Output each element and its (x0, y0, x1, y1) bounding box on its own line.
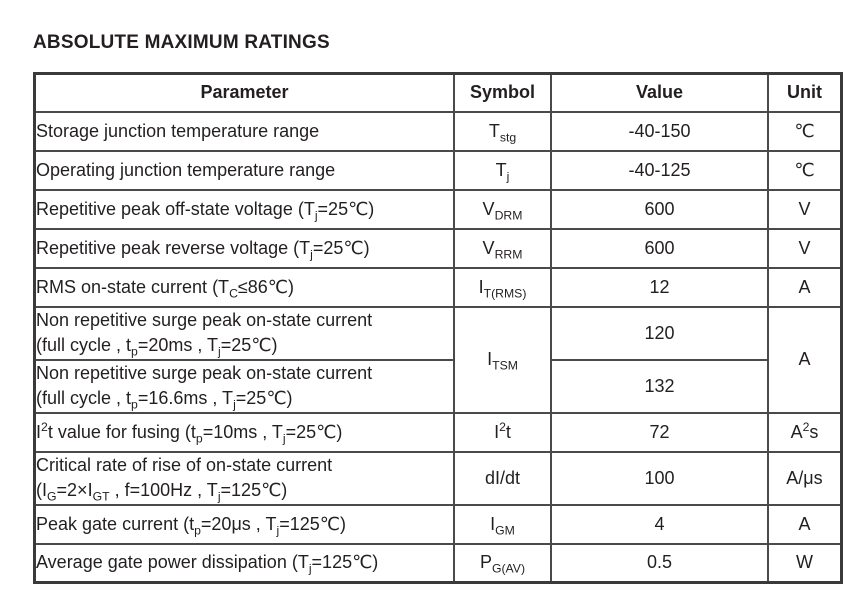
parameter-cell: Operating junction temperature range (33, 149, 455, 191)
symbol-cell: I2t (453, 411, 552, 453)
unit-cell: W (767, 542, 843, 584)
header-value: Value (550, 72, 769, 113)
header-unit: Unit (767, 72, 843, 113)
parameter-cell: Repetitive peak off-state voltage (Tj=25… (33, 188, 455, 230)
table-row: Operating junction temperature range Tj … (33, 149, 843, 191)
value-cell: 120 (550, 305, 769, 361)
unit-cell: A (767, 305, 843, 414)
table-row: Critical rate of rise of on-state curren… (33, 450, 843, 506)
unit-cell: ℃ (767, 149, 843, 191)
unit-cell: A2s (767, 411, 843, 453)
table-row: I2t value for fusing (tp=10ms , Tj=25℃) … (33, 411, 843, 453)
page-title: ABSOLUTE MAXIMUM RATINGS (33, 32, 330, 53)
value-cell: 600 (550, 227, 769, 269)
symbol-cell: IT(RMS) (453, 266, 552, 308)
symbol-cell: ITSM (453, 305, 552, 414)
parameter-cell: Non repetitive surge peak on-state curre… (33, 358, 455, 414)
table-row: RMS on-state current (TC≤86℃) IT(RMS) 12… (33, 266, 843, 308)
value-cell: 4 (550, 503, 769, 545)
value-cell: -40-125 (550, 149, 769, 191)
parameter-cell: Average gate power dissipation (Tj=125℃) (33, 542, 455, 584)
table-row: Average gate power dissipation (Tj=125℃)… (33, 542, 843, 584)
value-cell: 132 (550, 358, 769, 414)
unit-cell: V (767, 227, 843, 269)
symbol-cell: VDRM (453, 188, 552, 230)
symbol-cell: PG(AV) (453, 542, 552, 584)
parameter-cell: RMS on-state current (TC≤86℃) (33, 266, 455, 308)
unit-cell: A/μs (767, 450, 843, 506)
symbol-cell: Tj (453, 149, 552, 191)
symbol-cell: IGM (453, 503, 552, 545)
parameter-cell: Critical rate of rise of on-state curren… (33, 450, 455, 506)
unit-cell: A (767, 266, 843, 308)
value-cell: -40-150 (550, 110, 769, 152)
table-header-row: Parameter Symbol Value Unit (33, 72, 843, 113)
header-symbol: Symbol (453, 72, 552, 113)
unit-cell: A (767, 503, 843, 545)
value-cell: 100 (550, 450, 769, 506)
parameter-cell: Non repetitive surge peak on-state curre… (33, 305, 455, 361)
value-cell: 0.5 (550, 542, 769, 584)
table-row: Peak gate current (tp=20μs , Tj=125℃) IG… (33, 503, 843, 545)
table-row: Repetitive peak reverse voltage (Tj=25℃)… (33, 227, 843, 269)
value-cell: 72 (550, 411, 769, 453)
parameter-cell: Storage junction temperature range (33, 110, 455, 152)
symbol-cell: VRRM (453, 227, 552, 269)
table-row: Repetitive peak off-state voltage (Tj=25… (33, 188, 843, 230)
table-row: Storage junction temperature range Tstg … (33, 110, 843, 152)
parameter-cell: Peak gate current (tp=20μs , Tj=125℃) (33, 503, 455, 545)
header-parameter: Parameter (33, 72, 455, 113)
value-cell: 600 (550, 188, 769, 230)
absolute-maximum-ratings-table: Parameter Symbol Value Unit Storage junc… (33, 72, 843, 584)
value-cell: 12 (550, 266, 769, 308)
symbol-cell: dI/dt (453, 450, 552, 506)
table-row: Non repetitive surge peak on-state curre… (33, 358, 842, 414)
table-row: Non repetitive surge peak on-state curre… (33, 305, 843, 414)
parameter-cell: Repetitive peak reverse voltage (Tj=25℃) (33, 227, 455, 269)
unit-cell: ℃ (767, 110, 843, 152)
parameter-cell: I2t value for fusing (tp=10ms , Tj=25℃) (33, 411, 455, 453)
symbol-cell: Tstg (453, 110, 552, 152)
unit-cell: V (767, 188, 843, 230)
